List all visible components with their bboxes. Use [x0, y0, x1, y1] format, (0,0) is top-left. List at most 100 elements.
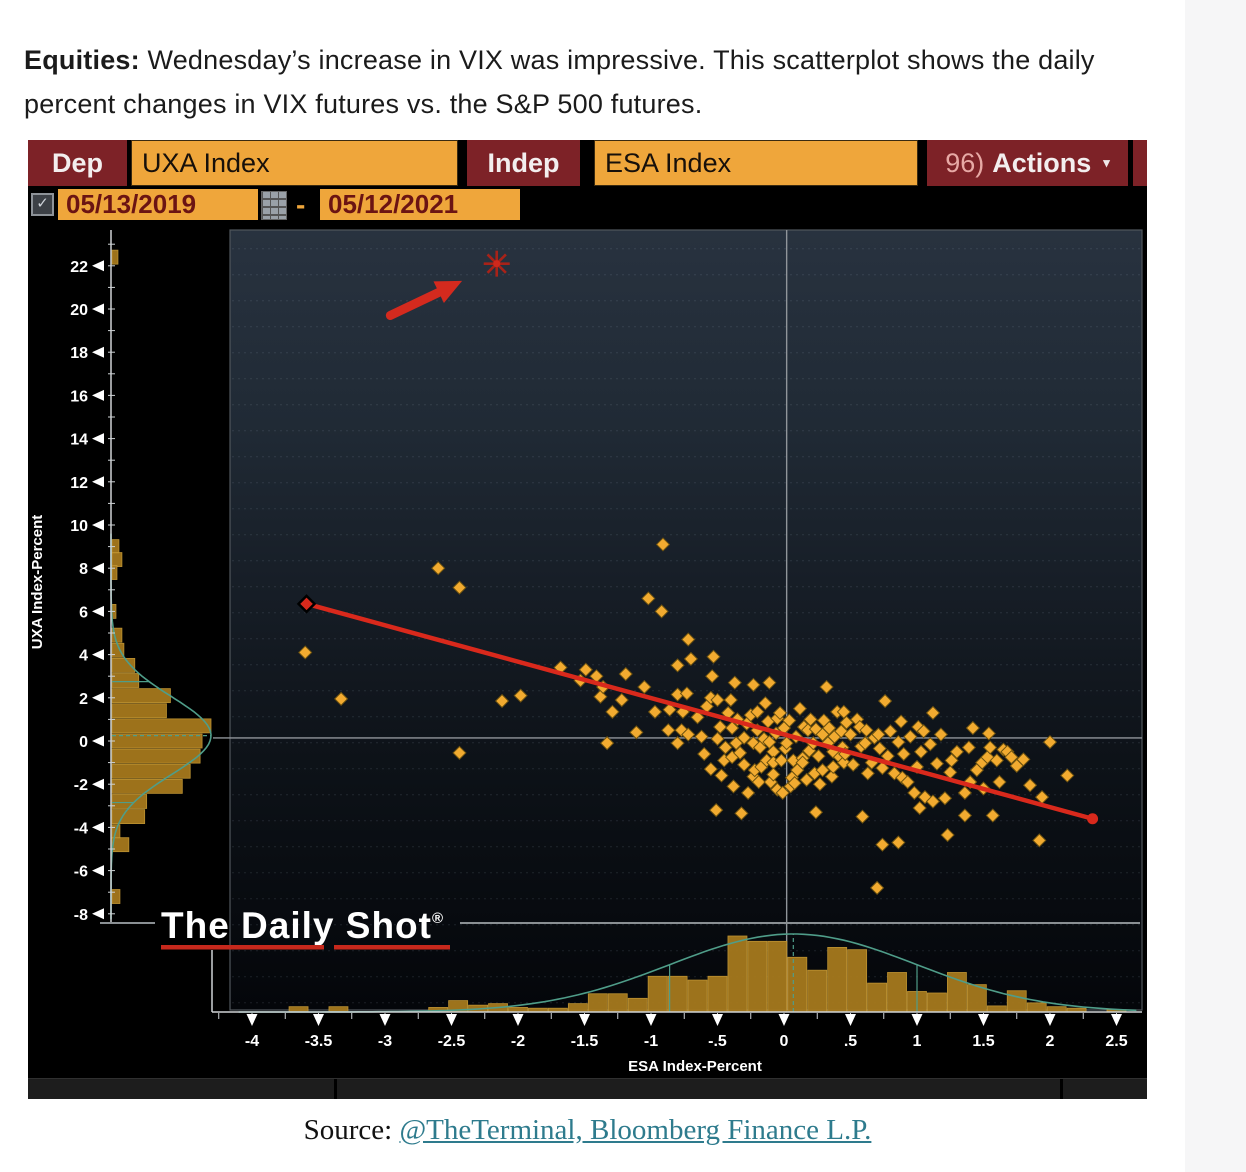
- svg-text:-1: -1: [644, 1033, 658, 1050]
- end-date-field[interactable]: 05/12/2021: [320, 189, 520, 220]
- svg-text:-4: -4: [245, 1033, 259, 1050]
- scatter-point: [965, 720, 980, 736]
- indep-field[interactable]: ESA Index: [594, 140, 918, 186]
- intro-text: Wednesday’s increase in VIX was impressi…: [24, 45, 1095, 119]
- scatter-point: [600, 736, 615, 751]
- svg-text:-8: -8: [74, 907, 88, 924]
- actions-label: Actions: [992, 147, 1092, 178]
- svg-text:0: 0: [780, 1033, 789, 1050]
- scatter-point: [852, 719, 867, 735]
- actions-button[interactable]: 96) Actions ▾: [927, 140, 1128, 186]
- scatter-point: [869, 880, 885, 895]
- scatter-point: [839, 715, 854, 730]
- svg-text:8: 8: [79, 561, 88, 578]
- scatter-point: [641, 591, 656, 606]
- scatter-point: [629, 725, 644, 740]
- scatter-point: [855, 809, 870, 824]
- date-range-checkbox[interactable]: ✓: [31, 193, 54, 216]
- terminal-header: Dep UXA Index Indep ESA Index 96) Action…: [28, 140, 1147, 186]
- scatter-point: [787, 776, 802, 791]
- indep-label: Indep: [467, 140, 580, 186]
- scatter-point: [452, 745, 467, 760]
- axes: UXA Index-Percent ESA Index-Percent: [29, 230, 1142, 1075]
- scatter-point: [774, 753, 789, 768]
- scatter-point: [751, 774, 766, 790]
- strip-notch: [334, 1079, 337, 1099]
- regression-end-marker: [1087, 813, 1099, 825]
- scatter-point: [985, 808, 1000, 823]
- scatter-point: [706, 649, 721, 664]
- scatter-point: [727, 675, 742, 690]
- svg-text:1.5: 1.5: [972, 1033, 994, 1050]
- source-line: Source: @TheTerminal, Bloomberg Finance …: [28, 1114, 1147, 1147]
- scatter-point: [871, 727, 886, 742]
- scatter-point: [981, 726, 996, 741]
- scatter-point: [762, 675, 777, 690]
- scatter-point: [957, 808, 972, 823]
- scatter-point: [792, 701, 808, 716]
- intro-lead: Equities:: [24, 45, 140, 75]
- scatter-point: [298, 645, 313, 660]
- scatter-point: [911, 719, 926, 735]
- scatter-point: [694, 729, 709, 744]
- scatter-point: [819, 679, 834, 695]
- dep-label: Dep: [28, 140, 127, 186]
- y-axis-title: UXA Index-Percent: [29, 515, 46, 649]
- scatter-point: [705, 669, 720, 684]
- scatter-point: [1060, 768, 1075, 783]
- scatter-point: [679, 686, 695, 701]
- scatter-point: [779, 736, 794, 751]
- scatter-point: [654, 604, 669, 619]
- scatter-point: [775, 785, 790, 800]
- scatter-point: [714, 768, 729, 783]
- scatter-point: [683, 651, 699, 667]
- scatter-point: [822, 720, 837, 736]
- svg-text:4: 4: [79, 648, 88, 665]
- svg-text:The Daily Shot®: The Daily Shot®: [161, 905, 444, 946]
- scatter-point: [896, 746, 911, 762]
- scatter-point: [961, 740, 976, 755]
- page-right-gutter: [1185, 0, 1246, 1172]
- arrowhead-icon: [433, 280, 463, 303]
- scatter-point: [647, 704, 663, 719]
- scatter-point: [726, 779, 741, 794]
- svg-text:-1.5: -1.5: [571, 1033, 599, 1050]
- scatter-point: [916, 724, 931, 739]
- scatter-points: [298, 537, 1075, 895]
- scatter-point: [815, 763, 830, 778]
- source-label: Source:: [303, 1114, 400, 1146]
- scatter-point: [799, 772, 814, 787]
- scatter-point: [795, 755, 810, 770]
- scatter-point: [824, 769, 839, 784]
- scatter-point: [746, 677, 761, 692]
- scatter-point: [718, 740, 733, 755]
- scatter-point: [614, 692, 629, 708]
- calendar-icon[interactable]: [261, 191, 287, 220]
- x-axis-ticks: -4 -3.5 -3 -2.5 -2 -1.5 -1 -.5 0 .5 1 1.5 2 2.5: [245, 1014, 1128, 1050]
- scatter-point: [992, 774, 1007, 790]
- scatter-point: [725, 720, 740, 736]
- scatter-point: [697, 746, 712, 762]
- scatter-point: [949, 744, 965, 759]
- scatter-point: [875, 760, 890, 776]
- svg-text:-4: -4: [74, 820, 88, 837]
- scatter-point: [662, 702, 677, 717]
- regression-line: [296, 594, 1099, 825]
- scatter-point: [843, 727, 858, 742]
- scatter-point: [762, 734, 777, 750]
- svg-text:0: 0: [79, 734, 88, 751]
- scatter-point: [1016, 752, 1031, 767]
- scatter-point: [452, 580, 467, 595]
- chevron-down-icon: ▾: [1103, 155, 1110, 170]
- source-link[interactable]: @TheTerminal, Bloomberg Finance L.P.: [399, 1114, 872, 1146]
- start-date-field[interactable]: 05/13/2019: [58, 189, 258, 220]
- header-edge-segment: [1133, 140, 1147, 186]
- scatter-point: [860, 766, 875, 781]
- svg-text:16: 16: [70, 388, 88, 405]
- scatter-point: [907, 785, 922, 800]
- dep-field[interactable]: UXA Index: [131, 140, 458, 186]
- scatter-point: [690, 710, 705, 725]
- scatter-point: [913, 744, 929, 759]
- bottom-scroll-strip[interactable]: [28, 1078, 1147, 1099]
